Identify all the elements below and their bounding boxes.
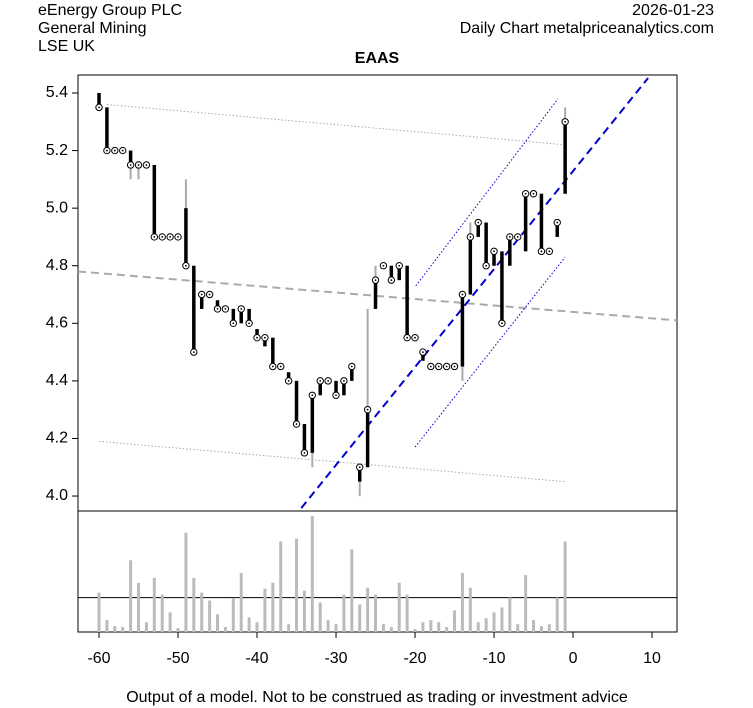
close-dot	[169, 236, 172, 238]
close-dot	[532, 192, 535, 195]
close-dot	[287, 379, 290, 382]
close-dot	[429, 365, 432, 368]
disclaimer: Output of a model. Not to be construed a…	[126, 689, 628, 706]
close-dot	[477, 221, 480, 224]
close-dot	[137, 164, 140, 166]
x-tick-label: -40	[245, 650, 268, 667]
close-dot	[366, 408, 369, 411]
y-tick-label: 5.4	[46, 84, 68, 101]
y-tick-label: 4.6	[46, 315, 68, 332]
close-dot	[382, 264, 385, 267]
y-tick-label: 5.2	[46, 142, 68, 159]
close-dot	[295, 423, 298, 425]
x-tick-label: -50	[166, 650, 189, 667]
close-dot	[564, 120, 567, 123]
company: eEnergy Group PLC	[38, 2, 182, 19]
close-dot	[145, 164, 148, 166]
close-dot	[350, 365, 353, 368]
close-dot	[493, 250, 495, 253]
chart-title: EAAS	[355, 50, 400, 67]
x-tick-label: -30	[324, 650, 347, 667]
close-dot	[398, 264, 401, 267]
close-dot	[406, 336, 409, 339]
close-dot	[422, 351, 424, 353]
close-dot	[98, 106, 100, 109]
y-tick-label: 4.0	[46, 487, 68, 504]
close-dot	[556, 221, 559, 224]
close-dot	[390, 279, 393, 282]
close-dot	[256, 336, 258, 339]
x-tick-label: -60	[87, 650, 110, 667]
trend-line	[415, 98, 559, 287]
trend-line	[98, 440, 566, 483]
close-dot	[224, 308, 227, 310]
close-dot	[311, 394, 314, 397]
y-tick-label: 5.0	[46, 199, 68, 216]
close-dot	[461, 293, 464, 296]
close-dot	[216, 308, 219, 310]
close-dot	[240, 308, 243, 310]
close-dot	[121, 149, 124, 152]
close-dot	[374, 279, 377, 282]
close-dot	[264, 336, 266, 339]
close-dot	[453, 365, 456, 368]
close-dot	[113, 149, 116, 152]
close-dot	[303, 451, 306, 454]
close-dot	[327, 379, 330, 382]
close-dot	[540, 250, 543, 253]
plot-frame	[77, 74, 678, 633]
close-dot	[437, 365, 440, 368]
close-dot	[192, 351, 195, 353]
close-dot	[445, 365, 448, 368]
close-dot	[129, 164, 132, 166]
close-dot	[161, 236, 164, 238]
close-dot	[524, 192, 527, 195]
source: Daily Chart metalpriceanalytics.com	[460, 20, 714, 37]
close-dot	[279, 365, 282, 368]
close-dot	[335, 394, 337, 397]
close-dot	[153, 236, 156, 238]
close-dot	[232, 322, 235, 325]
close-dot	[106, 149, 108, 152]
date: 2026-01-23	[632, 2, 714, 19]
sector: General Mining	[38, 20, 147, 37]
close-dot	[516, 236, 519, 238]
close-dot	[485, 264, 488, 267]
x-tick-label: 10	[643, 650, 661, 667]
x-tick-label: -20	[403, 650, 426, 667]
close-dot	[358, 466, 361, 469]
trend-line	[77, 270, 678, 322]
close-dot	[248, 322, 251, 325]
close-dot	[271, 365, 274, 368]
close-dot	[185, 264, 187, 267]
close-dot	[200, 293, 203, 296]
exchange: LSE UK	[38, 38, 95, 55]
close-dot	[177, 236, 179, 238]
y-tick-label: 4.2	[46, 430, 68, 447]
x-tick-label: 0	[569, 650, 578, 667]
trend-line	[300, 77, 649, 509]
close-dot	[501, 322, 503, 325]
close-dot	[319, 379, 322, 382]
y-tick-label: 4.8	[46, 257, 68, 274]
close-dot	[508, 236, 511, 238]
close-dot	[208, 293, 211, 296]
x-tick-label: -10	[482, 650, 505, 667]
close-dot	[414, 336, 416, 339]
y-tick-label: 4.4	[46, 372, 68, 389]
close-dot	[343, 379, 345, 382]
close-dot	[469, 236, 472, 238]
close-dot	[548, 250, 551, 253]
